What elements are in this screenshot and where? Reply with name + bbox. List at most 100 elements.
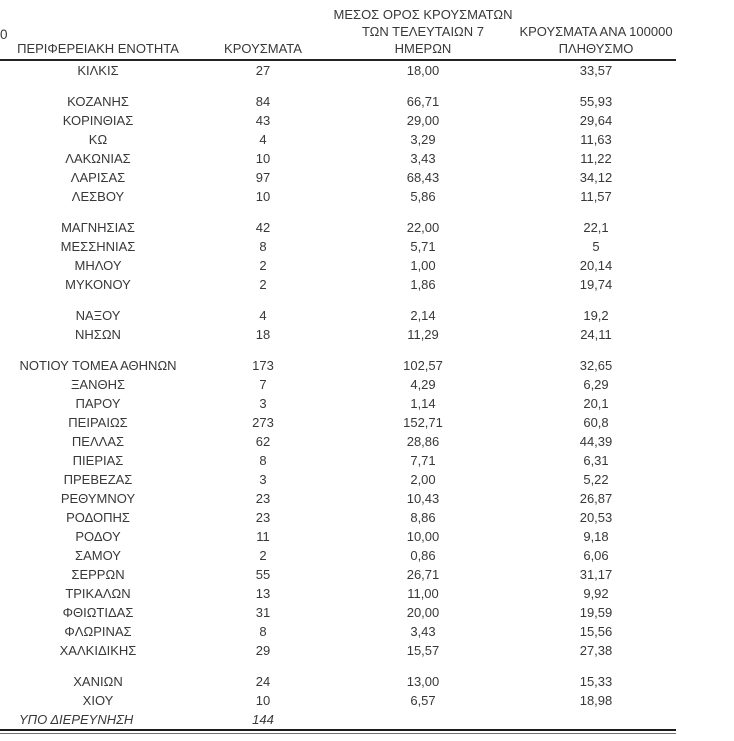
avg7-cell: 102,57 xyxy=(403,358,443,373)
column-header-per100k-line2: ΠΛΗΘΥΣΜΟ xyxy=(558,41,634,56)
per100k-cell: 19,59 xyxy=(579,605,613,620)
per100k-cell: 11,63 xyxy=(580,132,612,147)
avg7-cell: 13,00 xyxy=(406,674,440,689)
region-cell: ΥΠΟ ΔΙΕΡΕΥΝΗΣΗ xyxy=(19,712,134,727)
avg7-cell: 20,00 xyxy=(406,605,440,620)
table-row: ΠΡΕΒΕΖΑΣ 3 2,00 5,22 xyxy=(0,470,676,489)
per100k-cell: 55,93 xyxy=(579,94,613,109)
table-row: ΤΡΙΚΑΛΩΝ 13 11,00 9,92 xyxy=(0,584,676,603)
cases-cell: 173 xyxy=(252,358,274,373)
per100k-cell: 31,17 xyxy=(579,567,613,582)
region-cell: ΛΑΡΙΣΑΣ xyxy=(70,170,126,185)
per100k-cell: 22,1 xyxy=(583,220,609,235)
cases-cell: 10 xyxy=(255,693,271,708)
avg7-cell: 1,00 xyxy=(410,258,436,273)
per100k-cell: 9,18 xyxy=(583,529,609,544)
cases-cell: 31 xyxy=(255,605,271,620)
table-row: ΦΘΙΩΤΙΔΑΣ 31 20,00 19,59 xyxy=(0,603,676,622)
avg7-cell: 11,00 xyxy=(407,586,439,601)
table-row: ΝΑΞΟΥ 4 2,14 19,2 xyxy=(0,306,676,325)
region-cell: ΡΟΔΟΠΗΣ xyxy=(66,510,130,525)
cases-cell: 43 xyxy=(255,113,271,128)
avg7-cell: 1,14 xyxy=(410,396,436,411)
table-group-spacer xyxy=(0,660,676,672)
avg7-cell: 5,71 xyxy=(410,239,436,254)
cases-cell: 29 xyxy=(255,643,271,658)
avg7-cell: 4,29 xyxy=(410,377,436,392)
avg7-cell: 29,00 xyxy=(406,113,440,128)
table-row: ΦΛΩΡΙΝΑΣ 8 3,43 15,56 xyxy=(0,622,676,641)
avg7-cell: 26,71 xyxy=(406,567,440,582)
region-cell: ΜΕΣΣΗΝΙΑΣ xyxy=(60,239,136,254)
per100k-cell: 11,22 xyxy=(580,151,612,166)
avg7-cell: 1,86 xyxy=(410,277,436,292)
region-cell: ΦΘΙΩΤΙΔΑΣ xyxy=(62,605,134,620)
avg7-cell: 2,00 xyxy=(410,472,436,487)
avg7-cell: 28,86 xyxy=(406,434,440,449)
cases-cell: 27 xyxy=(255,63,271,78)
region-cell: ΧΙΟΥ xyxy=(82,693,114,708)
avg7-cell: 8,86 xyxy=(410,510,436,525)
region-cell: ΜΗΛΟΥ xyxy=(74,258,122,273)
region-cell: ΡΕΘΥΜΝΟΥ xyxy=(60,491,136,506)
region-cell: ΧΑΝΙΩΝ xyxy=(73,674,123,689)
column-header-region-label: ΠΕΡΙΦΕΡΕΙΑΚΗ ΕΝΟΤΗΤΑ xyxy=(17,41,179,56)
cases-cell: 42 xyxy=(255,220,271,235)
cases-cell: 273 xyxy=(252,415,274,430)
table-row: ΡΟΔΟΠΗΣ 23 8,86 20,53 xyxy=(0,508,676,527)
avg7-cell: 3,43 xyxy=(410,151,436,166)
region-cell: ΝΗΣΩΝ xyxy=(75,327,121,342)
cases-cell: 24 xyxy=(255,674,271,689)
table-row: ΥΠΟ ΔΙΕΡΕΥΝΗΣΗ 144 xyxy=(0,710,676,729)
table-row: ΛΕΣΒΟΥ 10 5,86 11,57 xyxy=(0,187,676,206)
region-cell: ΜΑΓΝΗΣΙΑΣ xyxy=(61,220,135,235)
clipped-left-edge-text: 0 xyxy=(0,27,8,42)
table-row: ΠΙΕΡΙΑΣ 8 7,71 6,31 xyxy=(0,451,676,470)
region-cell: ΡΟΔΟΥ xyxy=(75,529,121,544)
cases-cell: 4 xyxy=(259,132,267,147)
per100k-cell: 18,98 xyxy=(579,693,613,708)
avg7-cell: 10,00 xyxy=(406,529,440,544)
table-row: ΜΑΓΝΗΣΙΑΣ 42 22,00 22,1 xyxy=(0,218,676,237)
column-header-avg7: ΜΕΣΟΣ ΟΡΟΣ ΚΡΟΥΣΜΑΤΩΝ ΤΩΝ ΤΕΛΕΥΤΑΙΩΝ 7 Η… xyxy=(330,6,516,59)
cases-cell: 55 xyxy=(255,567,271,582)
region-cell: ΝΟΤΙΟΥ ΤΟΜΕΑ ΑΘΗΝΩΝ xyxy=(19,358,177,373)
region-cell: ΠΙΕΡΙΑΣ xyxy=(72,453,124,468)
region-cell: ΠΕΛΛΑΣ xyxy=(71,434,125,449)
table-body: ΚΙΛΚΙΣ 27 18,00 33,57 ΚΟΖΑΝΗΣ 84 66,71 5… xyxy=(0,61,676,729)
table-group-spacer xyxy=(0,294,676,306)
region-cell: ΚΙΛΚΙΣ xyxy=(77,63,119,78)
per100k-cell xyxy=(516,710,676,729)
table-row: ΠΕΙΡΑΙΩΣ 273 152,71 60,8 xyxy=(0,413,676,432)
table-row: ΣΕΡΡΩΝ 55 26,71 31,17 xyxy=(0,565,676,584)
region-cell: ΝΑΞΟΥ xyxy=(75,308,121,323)
table-row: ΧΙΟΥ 10 6,57 18,98 xyxy=(0,691,676,710)
cases-cell: 10 xyxy=(255,151,271,166)
table-row: ΧΑΝΙΩΝ 24 13,00 15,33 xyxy=(0,672,676,691)
cases-cell: 97 xyxy=(255,170,271,185)
avg7-cell: 2,14 xyxy=(410,308,436,323)
cases-cell: 13 xyxy=(255,586,271,601)
table-row: ΛΑΡΙΣΑΣ 97 68,43 34,12 xyxy=(0,168,676,187)
region-cell: ΦΛΩΡΙΝΑΣ xyxy=(64,624,132,639)
region-cell: ΧΑΛΚΙΔΙΚΗΣ xyxy=(59,643,137,658)
table-group-spacer xyxy=(0,80,676,92)
cases-cell: 11 xyxy=(256,529,270,544)
region-cell: ΛΑΚΩΝΙΑΣ xyxy=(65,151,131,166)
avg7-cell: 10,43 xyxy=(406,491,440,506)
table-group-spacer xyxy=(0,344,676,356)
table-row: ΚΟΖΑΝΗΣ 84 66,71 55,93 xyxy=(0,92,676,111)
cases-cell: 23 xyxy=(255,491,271,506)
cases-cell: 84 xyxy=(255,94,271,109)
table-row: ΝΟΤΙΟΥ ΤΟΜΕΑ ΑΘΗΝΩΝ 173 102,57 32,65 xyxy=(0,356,676,375)
per100k-cell: 26,87 xyxy=(579,491,613,506)
column-header-cases: ΚΡΟΥΣΜΑΤΑ xyxy=(196,40,330,59)
per100k-cell: 20,14 xyxy=(579,258,613,273)
cases-cell: 8 xyxy=(259,239,267,254)
table-row: ΜΕΣΣΗΝΙΑΣ 8 5,71 5 xyxy=(0,237,676,256)
region-cell: ΣΕΡΡΩΝ xyxy=(71,567,125,582)
per100k-cell: 19,74 xyxy=(579,277,613,292)
cases-cell: 2 xyxy=(259,548,267,563)
region-cell: ΚΩ xyxy=(88,132,108,147)
